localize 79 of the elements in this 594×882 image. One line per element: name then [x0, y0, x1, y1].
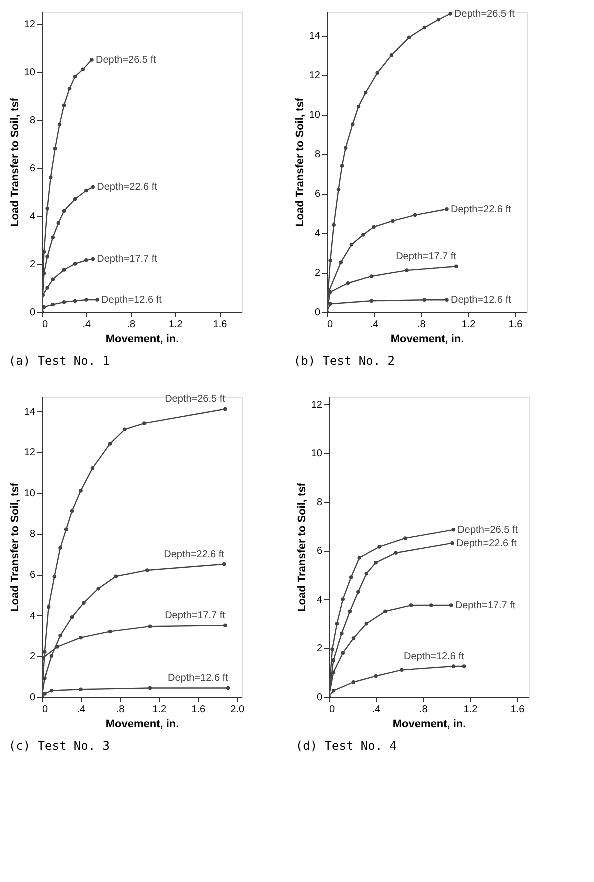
series-label: Depth=22.6 ft — [164, 549, 225, 560]
x-axis-title: Movement, in. — [106, 334, 180, 346]
y-tick-label: 12 — [24, 20, 36, 30]
y-tick-label: 14 — [24, 406, 36, 418]
y-tick-label: 12 — [24, 448, 36, 459]
series-label: Depth=26.5 ft — [96, 55, 157, 66]
y-tick-label: 12 — [309, 70, 321, 82]
y-axis-title: Load Transfer to Soil, tsf — [9, 482, 22, 612]
x-tick-label: 0 — [328, 320, 334, 330]
x-tick-label: .8 — [127, 320, 136, 330]
text: (b) Test No. 2 — [294, 354, 396, 368]
y-tick-label: 0 — [30, 692, 36, 704]
y-tick-label: 6 — [314, 189, 321, 200]
x-axis-title: Movement, in. — [106, 718, 180, 730]
x-tick-label: .8 — [417, 320, 426, 330]
y-tick-label: 6 — [30, 164, 36, 174]
y-tick-label: 2 — [314, 268, 321, 280]
x-tick-label: 1.2 — [462, 320, 476, 330]
y-tick-label: 4 — [30, 610, 36, 622]
series-label: Depth=22.6 ft — [456, 538, 518, 550]
x-tick-label: 1.6 — [508, 320, 524, 330]
y-tick-label: 2 — [30, 652, 36, 663]
y-tick-label: 6 — [30, 570, 36, 582]
y-tick-label: 0 — [30, 308, 36, 318]
x-tick-label: .4 — [370, 320, 380, 330]
x-axis-title: Movement, in. — [390, 334, 464, 346]
x-tick-label: 0 — [42, 704, 48, 716]
series-label: Depth=12.6 ft — [102, 295, 162, 306]
y-tick-label: 0 — [316, 692, 323, 704]
series-label: Depth=26.5 ft — [458, 524, 518, 536]
series-label: Depth=12.6 ft — [404, 652, 465, 663]
y-tick-label: 14 — [309, 31, 321, 42]
y-tick-label: 0 — [314, 308, 321, 318]
y-axis-title: Load Transfer to Soil, tsf — [296, 482, 308, 612]
y-tick-label: 4 — [30, 212, 36, 222]
x-tick-label: .4 — [372, 704, 382, 716]
x-tick-label: .4 — [77, 704, 86, 716]
series-label: Depth=26.5 ft — [454, 8, 516, 20]
x-tick-label: .8 — [116, 704, 126, 716]
x-tick-label: 1.2 — [168, 320, 184, 330]
y-tick-label: 4 — [316, 594, 323, 606]
y-tick-label: 10 — [311, 448, 323, 460]
y-tick-label: 8 — [30, 529, 36, 540]
text: (c) Test No. 3 — [8, 739, 110, 753]
y-tick-label: 10 — [24, 488, 36, 500]
x-tick-label: .4 — [82, 320, 92, 330]
series-label: Depth=22.6 ft — [451, 204, 512, 216]
series-label: Depth=12.6 ft — [451, 295, 512, 306]
text: (a) Test No. 1 — [8, 354, 110, 368]
y-tick-label: 2 — [30, 260, 36, 270]
x-tick-label: 0 — [330, 704, 336, 716]
x-tick-label: 2.0 — [230, 704, 246, 716]
y-tick-label: 8 — [314, 150, 321, 161]
y-tick-label: 6 — [316, 546, 323, 558]
y-tick-label: 10 — [24, 68, 36, 78]
series-label: Depth=17.7 ft — [97, 254, 158, 266]
y-tick-label: 10 — [309, 110, 321, 122]
y-tick-label: 8 — [316, 497, 323, 508]
x-tick-label: 1.2 — [464, 704, 478, 716]
text: (d) Test No. 4 — [296, 739, 398, 753]
x-tick-label: 1.6 — [510, 704, 526, 716]
x-tick-label: 1.6 — [213, 320, 228, 330]
x-tick-label: .8 — [419, 704, 428, 716]
series-label: Depth=17.7 ft — [396, 252, 457, 263]
x-tick-label: 1.6 — [192, 704, 206, 716]
y-tick-label: 4 — [314, 228, 321, 240]
y-tick-label: 2 — [316, 644, 323, 655]
y-tick-label: 8 — [30, 116, 36, 126]
x-axis-title: Movement, in. — [392, 718, 466, 730]
series-label: Depth=26.5 ft — [165, 394, 226, 406]
series-label: Depth=17.7 ft — [455, 600, 516, 612]
series-label: Depth=17.7 ft — [165, 610, 226, 622]
x-tick-label: 0 — [42, 320, 48, 330]
series-label: Depth=12.6 ft — [168, 673, 229, 684]
y-axis-title: Load Transfer to Soil, tsf — [294, 98, 306, 227]
x-tick-label: 1.2 — [152, 704, 167, 716]
y-axis-title: Load Transfer to Soil, tsf — [9, 98, 22, 227]
series-label: Depth=22.6 ft — [97, 182, 158, 194]
y-tick-label: 12 — [311, 400, 323, 411]
